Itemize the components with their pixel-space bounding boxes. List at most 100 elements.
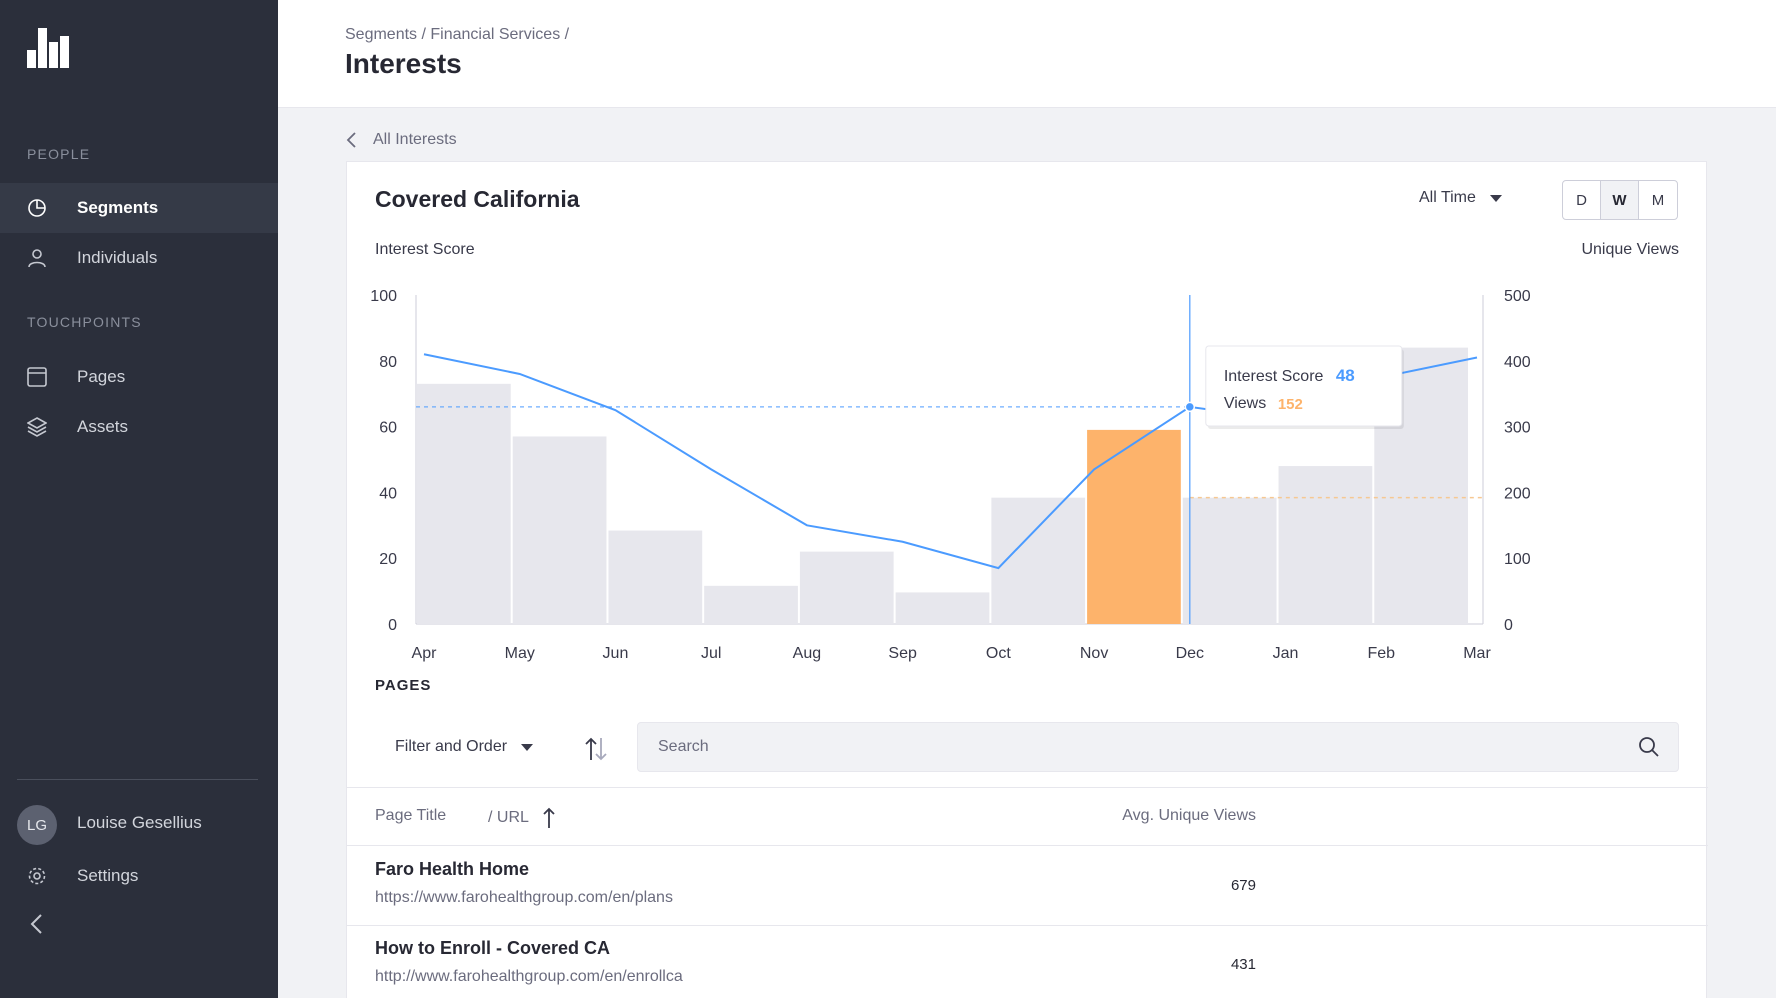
y-tick-right: 0 bbox=[1504, 617, 1513, 634]
sidebar-item-label: Settings bbox=[77, 866, 139, 885]
y-tick-left: 100 bbox=[370, 288, 397, 305]
granularity-toggle: D W M bbox=[1562, 180, 1678, 220]
arrow-up-icon bbox=[543, 807, 555, 828]
x-tick-jul: Jul bbox=[701, 645, 721, 662]
sidebar-item-label: Individuals bbox=[77, 248, 158, 267]
page-icon bbox=[27, 367, 47, 387]
bar-oct bbox=[991, 497, 1086, 624]
bar-sep bbox=[895, 592, 990, 624]
section-people: PEOPLE bbox=[27, 146, 91, 162]
x-tick-oct: Oct bbox=[986, 645, 1011, 662]
x-tick-nov: Nov bbox=[1080, 645, 1108, 662]
interest-chart[interactable]: 0 20 40 60 80 100 0 100 200 300 400 500 Apr May Jun Jul… bbox=[347, 262, 1708, 822]
bar-jul bbox=[704, 585, 798, 624]
sidebar-item-individuals[interactable]: Individuals bbox=[0, 233, 278, 283]
bar-nov bbox=[1087, 429, 1181, 624]
y-tick-right: 200 bbox=[1504, 485, 1531, 502]
bar-dec bbox=[1182, 497, 1277, 624]
user-icon bbox=[28, 249, 46, 268]
y-tick-left: 0 bbox=[388, 617, 397, 634]
x-tick-jan: Jan bbox=[1273, 645, 1299, 662]
card-title: Covered California bbox=[375, 186, 580, 212]
search-input[interactable]: Search bbox=[637, 722, 1679, 772]
breadcrumb[interactable]: Segments / Financial Services / bbox=[345, 26, 570, 43]
time-range-select[interactable]: All Time bbox=[1419, 189, 1502, 207]
right-axis-title: Unique Views bbox=[1581, 241, 1679, 258]
y-tick-left: 60 bbox=[379, 420, 397, 437]
sidebar-item-label: Segments bbox=[77, 198, 159, 217]
sort-icon[interactable] bbox=[584, 736, 608, 762]
gear-icon bbox=[28, 867, 46, 885]
sidebar-divider bbox=[17, 779, 258, 780]
y-tick-right: 500 bbox=[1504, 288, 1531, 305]
bar-apr bbox=[417, 383, 511, 624]
column-header-url[interactable]: / URL bbox=[488, 807, 555, 829]
x-tick-sep: Sep bbox=[888, 645, 917, 662]
y-tick-left: 40 bbox=[379, 485, 397, 502]
sidebar: PEOPLE Segments Individuals TOUCHPOINTS … bbox=[0, 0, 278, 998]
sidebar-item-segments[interactable]: Segments bbox=[0, 183, 278, 233]
filter-order-label: Filter and Order bbox=[395, 738, 508, 755]
layers-icon bbox=[27, 417, 47, 437]
caret-down-icon bbox=[521, 743, 534, 751]
tooltip-views-value: 152 bbox=[1278, 396, 1303, 413]
column-header-url-label: / URL bbox=[488, 809, 529, 826]
page-header: Segments / Financial Services / Interest… bbox=[278, 0, 1776, 108]
sidebar-item-assets[interactable]: Assets bbox=[0, 402, 278, 452]
sidebar-item-settings[interactable]: Settings bbox=[0, 851, 278, 901]
y-tick-right: 300 bbox=[1504, 420, 1531, 437]
search-placeholder: Search bbox=[658, 738, 709, 755]
interest-card: Covered California All Time D W M Intere… bbox=[346, 161, 1708, 998]
y-tick-left: 20 bbox=[379, 551, 397, 568]
pie-chart-icon bbox=[28, 199, 46, 217]
sidebar-item-label: Assets bbox=[77, 417, 129, 436]
x-tick-dec: Dec bbox=[1176, 645, 1204, 662]
sidebar-item-label: Pages bbox=[77, 367, 126, 386]
tooltip-score-value: 48 bbox=[1336, 366, 1355, 385]
x-tick-aug: Aug bbox=[793, 645, 821, 662]
left-axis-title: Interest Score bbox=[375, 241, 475, 258]
back-link[interactable]: All Interests bbox=[345, 128, 457, 152]
avatar[interactable]: LG bbox=[17, 805, 57, 845]
granularity-week[interactable]: W bbox=[1601, 181, 1639, 219]
hover-point bbox=[1184, 401, 1196, 413]
x-tick-may: May bbox=[505, 645, 535, 662]
search-icon[interactable] bbox=[1638, 736, 1660, 758]
collapse-sidebar-icon[interactable] bbox=[27, 912, 47, 936]
row-views: 431 bbox=[1230, 956, 1256, 973]
bar-may bbox=[512, 436, 607, 624]
x-tick-apr: Apr bbox=[412, 645, 438, 662]
column-header-views[interactable]: Avg. Unique Views bbox=[1122, 807, 1256, 824]
divider bbox=[347, 845, 1708, 846]
x-tick-jun: Jun bbox=[603, 645, 629, 662]
granularity-day[interactable]: D bbox=[1563, 181, 1601, 219]
page-title: Interests bbox=[345, 48, 462, 79]
caret-down-icon bbox=[1489, 194, 1502, 202]
filter-order-dropdown[interactable]: Filter and Order bbox=[395, 738, 534, 756]
back-link-label: All Interests bbox=[373, 131, 457, 148]
bar-aug bbox=[799, 551, 894, 624]
time-range-value: All Time bbox=[1419, 189, 1476, 206]
section-touchpoints: TOUCHPOINTS bbox=[27, 314, 142, 330]
column-header-title[interactable]: Page Title bbox=[375, 807, 447, 824]
bar-jan bbox=[1278, 466, 1373, 624]
pages-section-label: PAGES bbox=[375, 677, 432, 694]
row-title[interactable]: How to Enroll - Covered CA bbox=[375, 938, 611, 958]
granularity-month[interactable]: M bbox=[1651, 191, 1665, 209]
y-tick-left: 80 bbox=[379, 354, 397, 371]
row-title[interactable]: Faro Health Home bbox=[375, 859, 530, 879]
divider bbox=[347, 925, 1708, 926]
tooltip-score-label: Interest Score bbox=[1224, 368, 1324, 385]
tooltip bbox=[1205, 345, 1403, 427]
sidebar-item-pages[interactable]: Pages bbox=[0, 352, 278, 402]
row-views: 679 bbox=[1230, 877, 1256, 894]
row-url[interactable]: https://www.farohealthgroup.com/en/plans bbox=[375, 889, 673, 906]
x-tick-feb: Feb bbox=[1367, 645, 1395, 662]
chevron-left-icon bbox=[346, 132, 356, 148]
y-tick-right: 400 bbox=[1504, 354, 1531, 371]
divider bbox=[347, 787, 1708, 788]
logo-icon[interactable] bbox=[27, 28, 69, 68]
y-tick-right: 100 bbox=[1504, 551, 1531, 568]
user-name[interactable]: Louise Gesellius bbox=[77, 813, 202, 832]
row-url[interactable]: http://www.farohealthgroup.com/en/enroll… bbox=[375, 968, 683, 985]
